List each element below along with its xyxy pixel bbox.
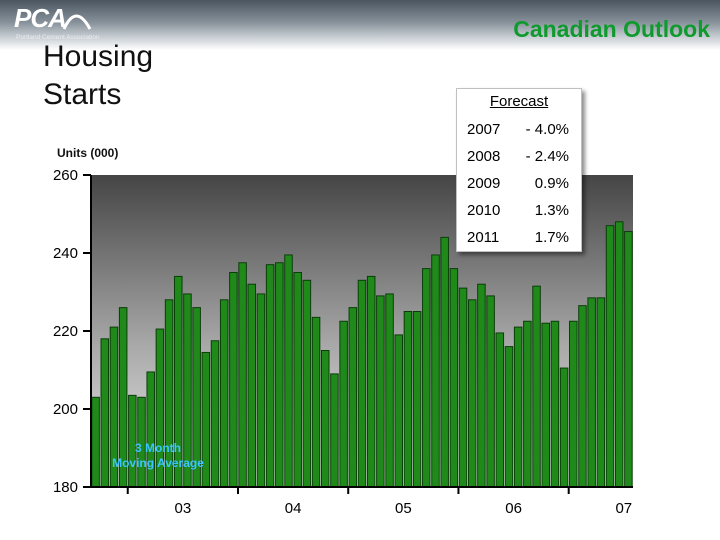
annotation-line-2: Moving Average [112,456,204,470]
forecast-year: 2009 [467,175,501,192]
bar [219,299,229,488]
forecast-row: 2010 1.3% [457,202,581,229]
forecast-value: 0.9% [534,175,569,192]
bar [293,272,302,488]
bar [578,305,587,488]
bar [376,295,385,488]
bar [596,297,606,488]
forecast-year: 2008 [467,148,501,165]
bar [504,346,514,488]
axes [83,174,633,494]
y-tick-label: 260 [53,167,78,184]
bar [357,279,367,488]
forecast-year: 2007 [467,121,501,138]
bar [587,297,596,488]
bar [440,236,449,488]
forecast-year: 2011 [467,229,500,246]
bar [477,283,486,488]
forecast-title: Forecast [489,93,549,110]
logo-subtitle: Portland Cement Association [16,34,100,41]
bar [541,322,550,488]
bar [449,268,459,488]
forecast-year: 2010 [467,202,501,219]
bar [320,350,330,488]
x-tick-label: 06 [505,500,522,517]
forecast-value: 1.3% [534,202,569,219]
bar [339,320,348,488]
forecast-row: 2007 - 4.0% [457,121,581,148]
forecast-row: 2011 1.7% [457,229,581,256]
bar [550,320,560,488]
bar [495,332,505,488]
page-title-line-2: Starts [43,78,122,111]
bar [100,338,110,488]
forecast-row: 2008 - 2.4% [457,148,581,175]
y-tick-label: 220 [53,323,78,340]
x-tick-labels: 03 04 05 06 07 [175,500,633,517]
bar [422,268,431,488]
bar [348,307,358,488]
bar [467,299,477,488]
bar [624,231,633,488]
forecast-value: 1.7% [534,229,569,246]
header-bar [0,0,720,50]
bar [284,254,293,488]
bar [265,264,275,488]
forecast-box: Forecast 2007 - 4.0% 2008 - 2.4% 2009 0.… [456,88,582,252]
bar [394,334,404,488]
annotation-line-1: 3 Month [135,441,181,455]
logo-text: PCA [14,3,67,33]
bar [486,295,495,488]
brand-title: Canadian Outlook [513,16,710,42]
bar [412,311,422,488]
bar [91,396,100,488]
x-tick-label: 03 [175,500,192,517]
bar [559,367,569,488]
bar [431,254,440,488]
bar-series [91,221,633,488]
y-tick-label: 200 [53,401,78,418]
bar [523,320,532,488]
bar [229,272,238,488]
pca-logo: PCA Portland Cement Association [14,3,124,45]
y-axis-label: Units (000) [57,146,118,160]
bar [238,262,247,488]
bar [210,340,220,488]
forecast-value: - 4.0% [525,121,569,138]
y-tick-label: 240 [53,245,78,262]
bar [311,316,321,488]
bar [385,293,394,488]
bar [403,311,413,488]
bar [605,225,615,488]
bar [366,275,376,488]
bar [256,293,266,488]
bar [614,221,624,488]
bar [458,287,468,488]
x-tick-label: 07 [615,500,632,517]
bar [247,283,257,488]
y-tick-label: 180 [53,479,78,496]
page-title: Housing Starts [43,38,203,114]
bar [532,285,541,488]
swoosh-icon [62,14,92,30]
bar [569,320,578,488]
forecast-row: 2009 0.9% [457,175,581,202]
bar [513,326,523,488]
bar [330,373,339,488]
page-title-line-1: Housing [43,40,154,73]
x-tick-label: 05 [395,500,412,517]
x-tick-label: 04 [285,500,302,517]
bar [302,279,312,488]
bar [275,262,284,488]
y-tick-labels: 180 200 220 240 260 [53,167,78,496]
forecast-value: - 2.4% [525,148,569,165]
